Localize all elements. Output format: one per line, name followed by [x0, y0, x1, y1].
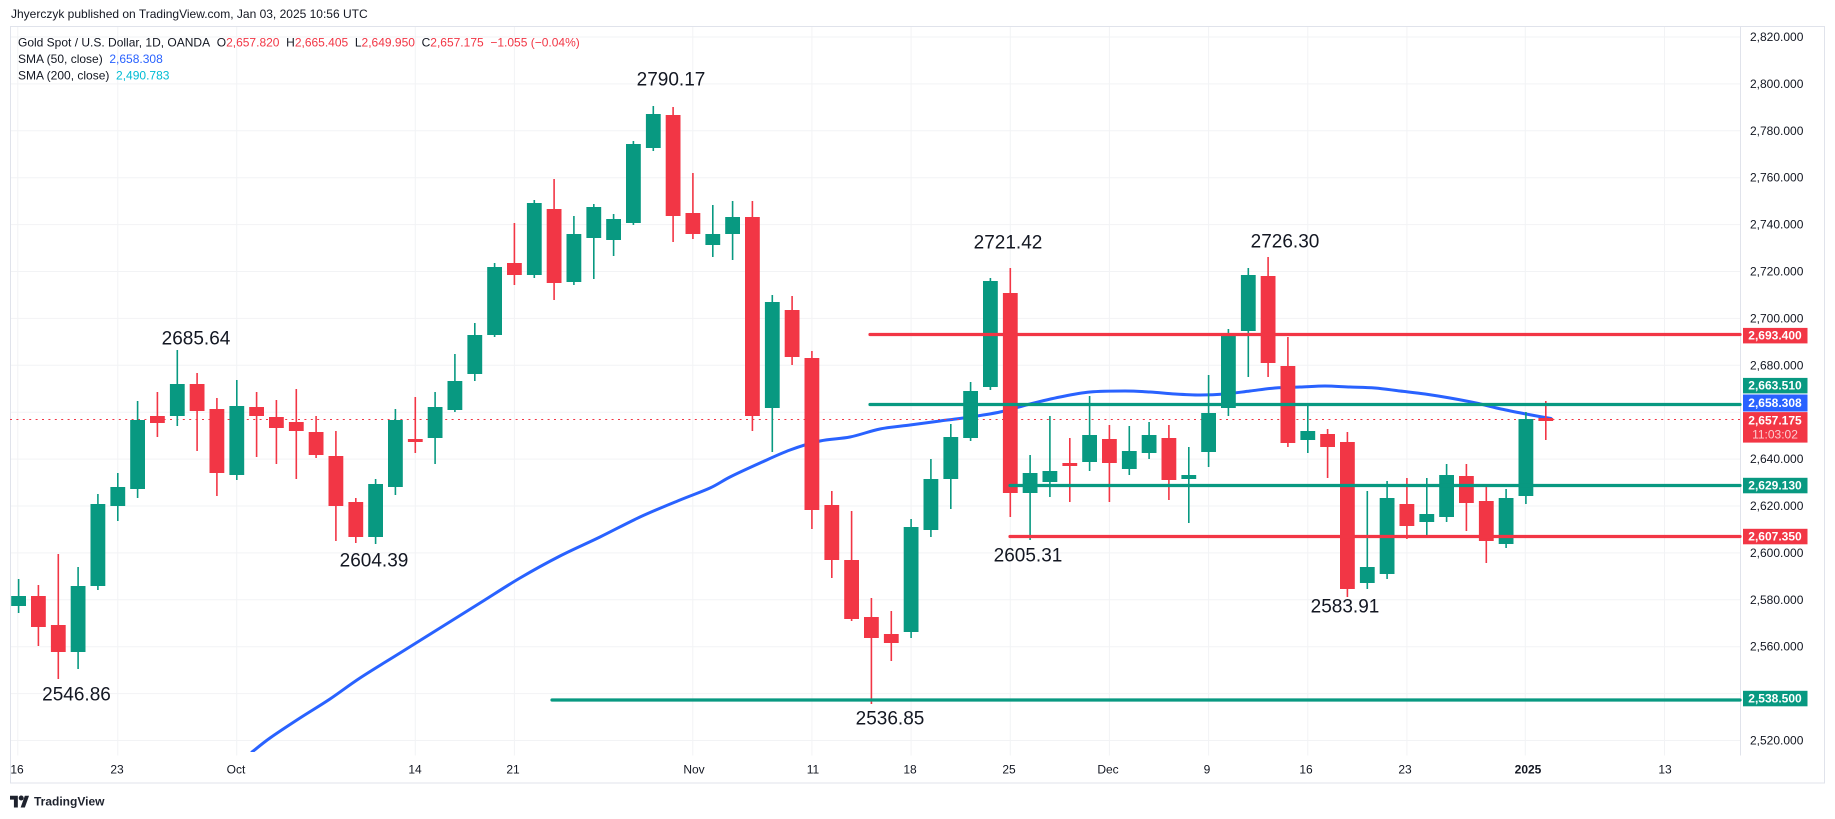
svg-text:2,820.000: 2,820.000: [1750, 30, 1804, 44]
svg-text:2025: 2025: [1515, 763, 1542, 777]
svg-text:2,800.000: 2,800.000: [1750, 77, 1804, 91]
svg-text:Nov: Nov: [683, 763, 704, 777]
svg-text:9: 9: [1204, 763, 1211, 777]
svg-text:13: 13: [1658, 763, 1672, 777]
svg-text:16: 16: [1299, 763, 1313, 777]
svg-text:2790.17: 2790.17: [637, 70, 706, 91]
svg-text:14: 14: [408, 763, 422, 777]
svg-text:2,600.000: 2,600.000: [1750, 546, 1804, 560]
svg-text:2,740.000: 2,740.000: [1750, 218, 1804, 232]
svg-text:2546.86: 2546.86: [42, 685, 111, 706]
svg-text:23: 23: [1398, 763, 1412, 777]
svg-text:11: 11: [807, 763, 820, 777]
svg-text:25: 25: [1002, 763, 1016, 777]
svg-text:2,663.510: 2,663.510: [1748, 379, 1802, 393]
svg-text:18: 18: [903, 763, 917, 777]
svg-text:2604.39: 2604.39: [340, 551, 409, 572]
svg-text:2,580.000: 2,580.000: [1750, 593, 1804, 607]
svg-text:2,658.308: 2,658.308: [1748, 396, 1802, 410]
svg-text:Dec: Dec: [1097, 763, 1118, 777]
svg-text:2,680.000: 2,680.000: [1750, 358, 1804, 372]
svg-text:SMA (50, close) 2,658.308: SMA (50, close) 2,658.308: [18, 52, 163, 66]
svg-text:2,693.400: 2,693.400: [1748, 329, 1802, 343]
svg-text:2,538.500: 2,538.500: [1748, 692, 1802, 706]
svg-text:21: 21: [506, 763, 520, 777]
svg-text:16: 16: [10, 763, 24, 777]
svg-text:2,720.000: 2,720.000: [1750, 265, 1804, 279]
svg-text:2,760.000: 2,760.000: [1750, 171, 1804, 185]
svg-text:2,620.000: 2,620.000: [1750, 499, 1804, 513]
svg-text:2,657.175: 2,657.175: [1748, 414, 1802, 428]
svg-text:2,629.130: 2,629.130: [1748, 479, 1802, 493]
svg-text:Jhyerczyk published on Trading: Jhyerczyk published on TradingView.com, …: [11, 7, 368, 21]
svg-text:2605.31: 2605.31: [994, 546, 1063, 567]
svg-text:2,700.000: 2,700.000: [1750, 311, 1804, 325]
svg-text:TradingView: TradingView: [34, 795, 105, 809]
svg-text:23: 23: [110, 763, 124, 777]
svg-text:Oct: Oct: [227, 763, 246, 777]
svg-text:2721.42: 2721.42: [974, 233, 1043, 254]
svg-text:2536.85: 2536.85: [856, 709, 925, 730]
svg-text:2685.64: 2685.64: [162, 329, 231, 350]
svg-text:2,520.000: 2,520.000: [1750, 734, 1804, 748]
svg-text:2583.91: 2583.91: [1311, 597, 1380, 618]
svg-text:2,780.000: 2,780.000: [1750, 124, 1804, 138]
svg-text:2,640.000: 2,640.000: [1750, 452, 1804, 466]
svg-text:2,607.350: 2,607.350: [1748, 530, 1802, 544]
svg-text:2726.30: 2726.30: [1251, 232, 1320, 253]
svg-text:SMA (200, close) 2,490.783: SMA (200, close) 2,490.783: [18, 69, 170, 83]
svg-text:11:03:02: 11:03:02: [1752, 428, 1798, 442]
svg-text:2,560.000: 2,560.000: [1750, 640, 1804, 654]
svg-text:Gold Spot / U.S. Dollar, 1D, O: Gold Spot / U.S. Dollar, 1D, OANDA O2,65…: [18, 36, 580, 50]
